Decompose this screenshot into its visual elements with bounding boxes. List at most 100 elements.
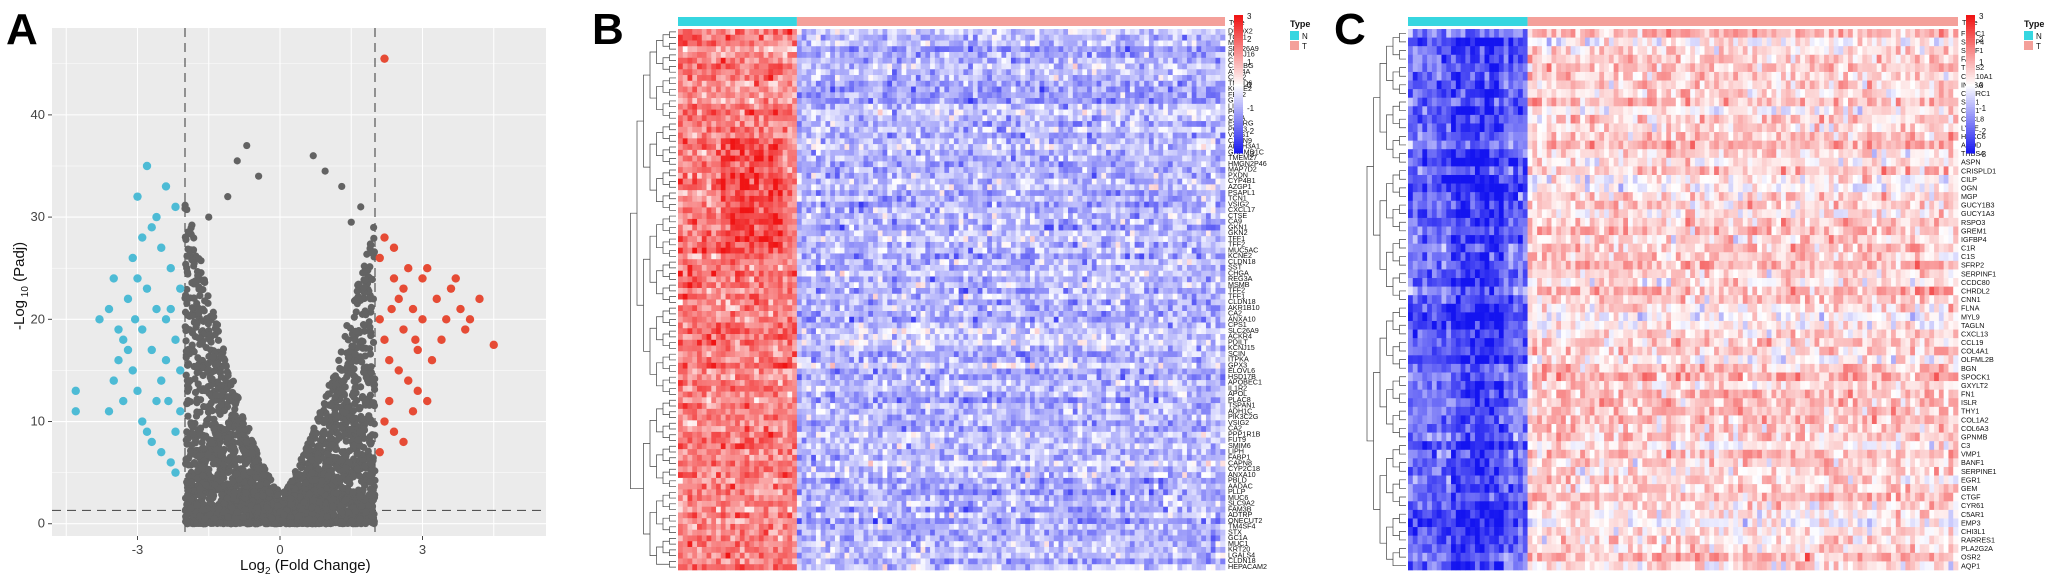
heatmap-cell xyxy=(977,80,983,87)
heatmap-cell xyxy=(1153,80,1159,87)
heatmap-cell xyxy=(892,98,898,105)
dendrogram-branch xyxy=(669,250,676,257)
nonsignificant-point xyxy=(214,336,223,344)
dendrogram-branch xyxy=(656,132,663,156)
heatmap-cell xyxy=(1091,86,1097,93)
nonsignificant-point xyxy=(209,353,217,361)
heatmap-cell xyxy=(820,57,826,64)
heatmap-cell xyxy=(987,115,993,122)
heatmap-cell xyxy=(996,126,1002,133)
heatmap-cell xyxy=(777,29,783,36)
heatmap-cell xyxy=(754,115,760,122)
up-regulated-point xyxy=(385,396,394,406)
heatmap-cell xyxy=(1172,86,1178,93)
heatmap-cell xyxy=(953,69,959,76)
heatmap-cell xyxy=(1139,34,1145,41)
heatmap-cell xyxy=(1096,52,1102,59)
heatmap-cell xyxy=(716,92,722,99)
heatmap-cell xyxy=(930,57,936,64)
dendrogram-branch xyxy=(669,503,676,510)
heatmap-cell xyxy=(815,86,822,93)
heatmap-cell xyxy=(706,52,712,59)
up-regulated-point xyxy=(385,355,394,365)
heatmap-cell xyxy=(958,109,964,116)
heatmap-cell xyxy=(1049,103,1055,110)
heatmap-cell xyxy=(701,86,707,93)
heatmap-cell xyxy=(806,121,812,128)
nonsignificant-point xyxy=(255,465,263,473)
heatmap-cell xyxy=(1139,126,1145,133)
heatmap-cell xyxy=(877,86,883,93)
heatmap-cell xyxy=(682,92,688,99)
heatmap-cell xyxy=(982,98,988,105)
heatmap-cell xyxy=(682,69,688,76)
heatmap-cell xyxy=(1210,34,1216,41)
heatmap-cell xyxy=(1129,92,1135,99)
nonsignificant-point xyxy=(368,519,376,527)
heatmap-cell xyxy=(925,132,931,139)
heatmap-cell xyxy=(692,92,698,99)
heatmap-cell xyxy=(1115,57,1121,64)
heatmap-cell xyxy=(768,29,774,36)
heatmap-cell xyxy=(1215,34,1221,41)
heatmap-cell xyxy=(1115,69,1121,76)
dendrogram-branch xyxy=(669,146,676,154)
heatmap-cell xyxy=(901,29,907,36)
heatmap-cell xyxy=(1029,52,1036,59)
heatmap-cell xyxy=(1015,57,1021,64)
heatmap-cell xyxy=(1186,46,1193,53)
heatmap-cell xyxy=(820,29,826,36)
dendrogram-branch xyxy=(662,195,670,208)
heatmap-cell xyxy=(1139,63,1145,70)
heatmap-cell xyxy=(1063,115,1069,122)
heatmap-cell xyxy=(944,69,950,76)
heatmap-cell xyxy=(744,121,750,128)
heatmap-cell xyxy=(801,92,807,99)
heatmap-cell xyxy=(1015,63,1021,70)
dendrogram-branch xyxy=(649,512,657,556)
heatmap-cell xyxy=(944,57,950,64)
heatmap-cell xyxy=(830,29,836,36)
heatmap-cell xyxy=(1153,57,1159,64)
heatmap-cell xyxy=(858,63,864,70)
heatmap-cell xyxy=(1025,52,1031,59)
heatmap-cell xyxy=(949,92,955,99)
heatmap-cell xyxy=(1010,29,1017,36)
heatmap-cell xyxy=(739,75,745,82)
heatmap-cell xyxy=(949,80,955,87)
heatmap-cell xyxy=(758,34,764,41)
heatmap-cell xyxy=(906,121,912,128)
heatmap-cell xyxy=(834,121,841,128)
heatmap-cell xyxy=(1006,98,1012,105)
heatmap-cell xyxy=(858,115,864,122)
heatmap-cell xyxy=(1120,29,1126,36)
dendrogram-branch xyxy=(656,454,663,479)
heatmap-cell xyxy=(1068,86,1074,93)
heatmap-cell xyxy=(1220,69,1226,76)
heatmap-cell xyxy=(1158,57,1164,64)
heatmap-cell xyxy=(1153,86,1159,93)
heatmap-cell xyxy=(782,75,788,82)
heatmap-cell xyxy=(796,80,803,87)
heatmap-cell xyxy=(858,75,864,82)
heatmap-cell xyxy=(682,75,688,82)
heatmap-cell xyxy=(849,69,855,76)
heatmap-cell xyxy=(977,103,983,110)
dendrogram-branch xyxy=(669,342,676,349)
heatmap-cell xyxy=(720,40,726,47)
nonsignificant-point xyxy=(361,462,369,470)
heatmap-cell xyxy=(725,103,731,110)
nonsignificant-point xyxy=(233,470,241,478)
heatmap-cell xyxy=(735,103,741,110)
heatmap-cell xyxy=(782,63,788,70)
heatmap-cell xyxy=(706,103,712,110)
nonsignificant-point xyxy=(239,420,247,428)
heatmap-cell xyxy=(730,52,736,59)
heatmap-cell xyxy=(849,103,855,110)
heatmap-cell xyxy=(1201,46,1207,53)
heatmap-cell xyxy=(749,75,755,82)
heatmap-cell xyxy=(1039,46,1045,53)
heatmap-cell xyxy=(792,80,798,87)
heatmap-cell xyxy=(982,80,988,87)
